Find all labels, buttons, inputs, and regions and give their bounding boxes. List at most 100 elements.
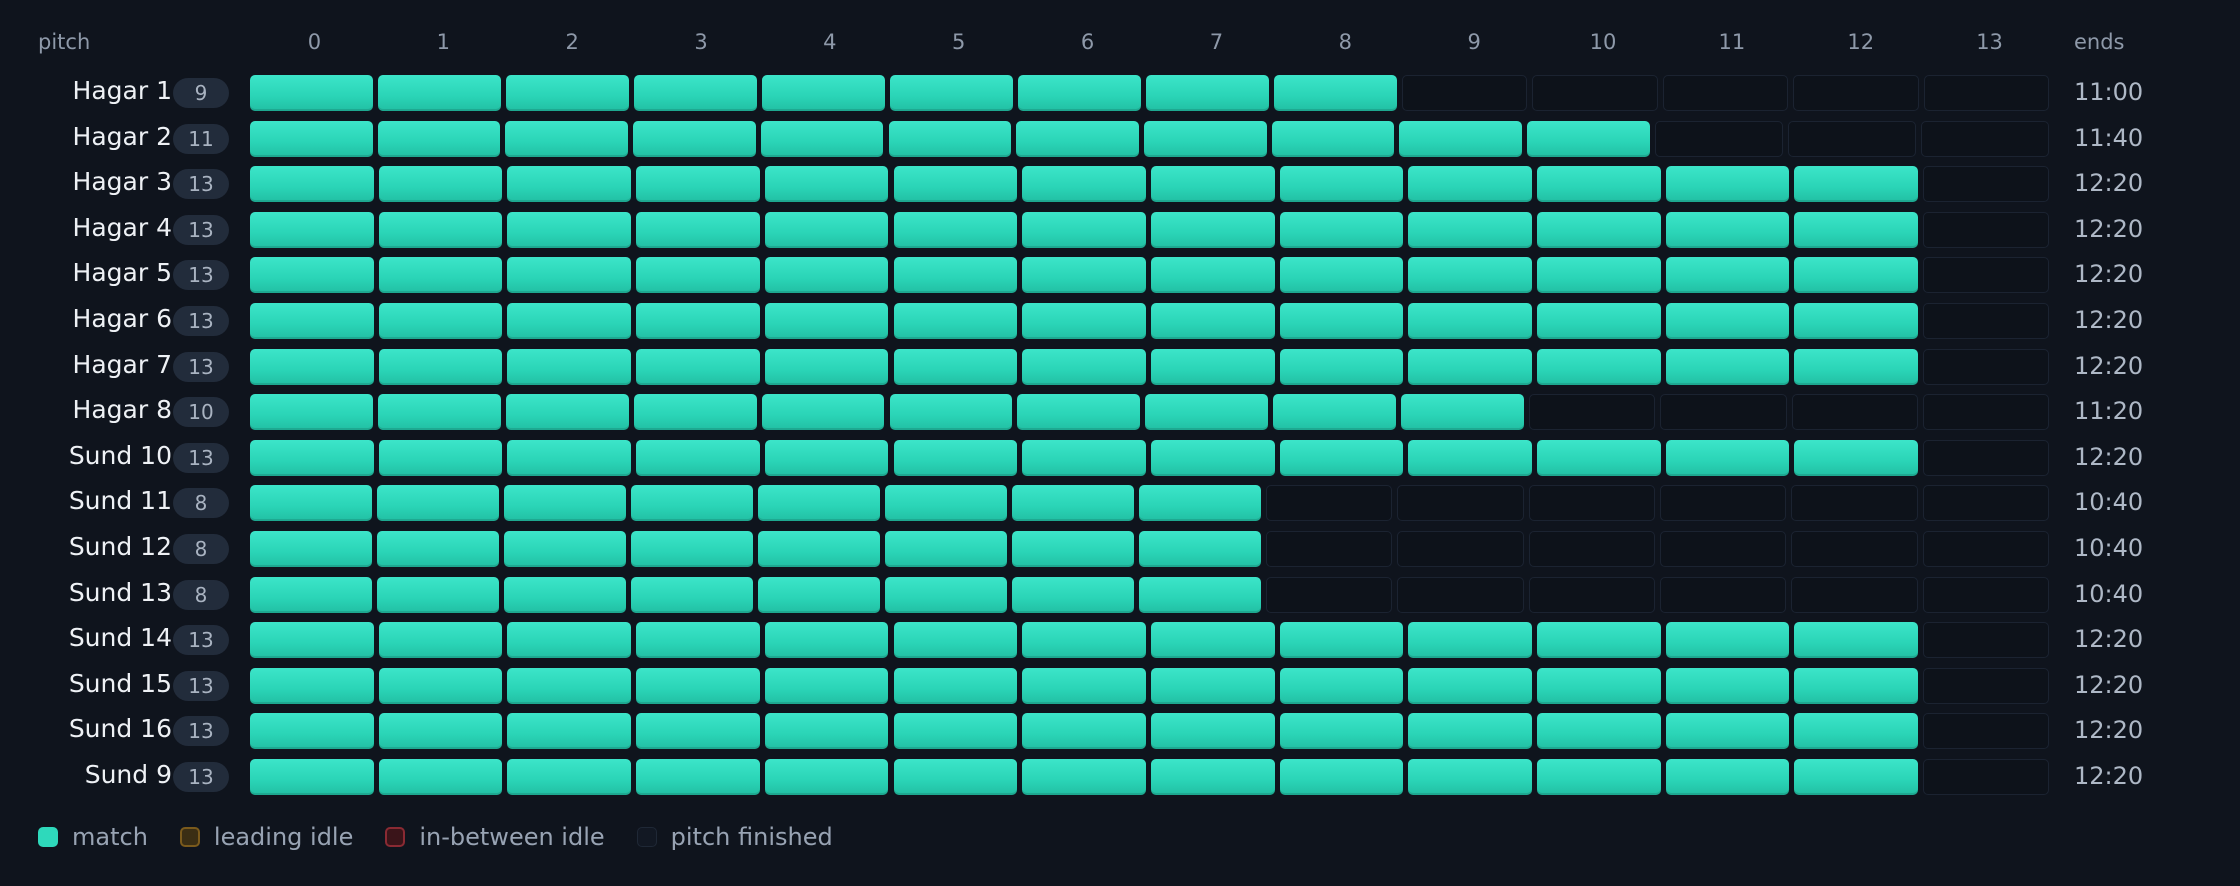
match-cell[interactable] xyxy=(507,211,632,248)
match-cell[interactable] xyxy=(250,622,374,659)
match-cell[interactable] xyxy=(1018,75,1141,111)
match-cell[interactable] xyxy=(636,713,760,750)
match-cell[interactable] xyxy=(1794,667,1919,704)
match-cell[interactable] xyxy=(888,120,1012,157)
match-cell[interactable] xyxy=(1794,166,1919,203)
match-cell[interactable] xyxy=(1150,166,1275,203)
match-cell[interactable] xyxy=(636,257,760,294)
match-cell[interactable] xyxy=(377,576,499,613)
match-cell[interactable] xyxy=(1279,667,1404,704)
match-cell[interactable] xyxy=(250,348,374,385)
match-cell[interactable] xyxy=(377,531,499,567)
match-cell[interactable] xyxy=(893,667,1018,704)
match-cell[interactable] xyxy=(1401,394,1524,431)
match-cell[interactable] xyxy=(1139,576,1261,613)
match-cell[interactable] xyxy=(507,257,632,294)
match-cell[interactable] xyxy=(507,667,632,704)
match-cell[interactable] xyxy=(1279,759,1404,795)
match-cell[interactable] xyxy=(764,257,889,294)
match-cell[interactable] xyxy=(1537,166,1661,203)
match-cell[interactable] xyxy=(885,576,1007,613)
match-cell[interactable] xyxy=(378,75,501,111)
match-cell[interactable] xyxy=(250,303,374,339)
match-cell[interactable] xyxy=(250,667,374,704)
match-cell[interactable] xyxy=(1279,303,1404,339)
match-cell[interactable] xyxy=(1665,439,1790,476)
match-cell[interactable] xyxy=(1022,166,1146,203)
match-cell[interactable] xyxy=(1279,257,1404,294)
match-cell[interactable] xyxy=(1665,667,1790,704)
match-cell[interactable] xyxy=(633,394,757,431)
match-cell[interactable] xyxy=(1022,713,1146,750)
match-cell[interactable] xyxy=(1408,439,1532,476)
match-cell[interactable] xyxy=(378,439,503,476)
match-cell[interactable] xyxy=(1022,348,1146,385)
match-cell[interactable] xyxy=(890,75,1013,111)
match-cell[interactable] xyxy=(506,75,629,111)
match-cell[interactable] xyxy=(1150,257,1275,294)
match-cell[interactable] xyxy=(1012,531,1134,567)
match-cell[interactable] xyxy=(1279,166,1404,203)
match-cell[interactable] xyxy=(1665,257,1790,294)
match-cell[interactable] xyxy=(636,759,760,795)
match-cell[interactable] xyxy=(889,394,1013,431)
match-cell[interactable] xyxy=(893,713,1018,750)
match-cell[interactable] xyxy=(1537,257,1661,294)
match-cell[interactable] xyxy=(1271,120,1395,157)
match-cell[interactable] xyxy=(1794,211,1919,248)
match-cell[interactable] xyxy=(631,485,753,522)
match-cell[interactable] xyxy=(1139,485,1261,522)
match-cell[interactable] xyxy=(758,531,880,567)
match-cell[interactable] xyxy=(1150,348,1275,385)
match-cell[interactable] xyxy=(378,713,503,750)
match-cell[interactable] xyxy=(1794,257,1919,294)
match-cell[interactable] xyxy=(1017,394,1141,431)
match-cell[interactable] xyxy=(250,759,374,795)
match-cell[interactable] xyxy=(1665,713,1790,750)
match-cell[interactable] xyxy=(636,439,760,476)
match-cell[interactable] xyxy=(1012,576,1134,613)
match-cell[interactable] xyxy=(764,622,889,659)
match-cell[interactable] xyxy=(377,120,501,157)
match-cell[interactable] xyxy=(1537,303,1661,339)
match-cell[interactable] xyxy=(636,211,760,248)
match-cell[interactable] xyxy=(250,713,374,750)
match-cell[interactable] xyxy=(250,211,374,248)
match-cell[interactable] xyxy=(1794,439,1919,476)
match-cell[interactable] xyxy=(1537,713,1661,750)
match-cell[interactable] xyxy=(1022,303,1146,339)
match-cell[interactable] xyxy=(1022,667,1146,704)
match-cell[interactable] xyxy=(1408,211,1532,248)
match-cell[interactable] xyxy=(893,211,1018,248)
match-cell[interactable] xyxy=(1408,348,1532,385)
match-cell[interactable] xyxy=(636,303,760,339)
match-cell[interactable] xyxy=(507,759,632,795)
match-cell[interactable] xyxy=(893,348,1018,385)
match-cell[interactable] xyxy=(764,166,889,203)
match-cell[interactable] xyxy=(250,531,372,567)
match-cell[interactable] xyxy=(507,622,632,659)
match-cell[interactable] xyxy=(1537,348,1661,385)
match-cell[interactable] xyxy=(1016,120,1139,157)
match-cell[interactable] xyxy=(378,303,503,339)
match-cell[interactable] xyxy=(1408,257,1532,294)
match-cell[interactable] xyxy=(1150,211,1275,248)
match-cell[interactable] xyxy=(1279,713,1404,750)
match-cell[interactable] xyxy=(885,531,1007,567)
match-cell[interactable] xyxy=(378,257,503,294)
match-cell[interactable] xyxy=(764,759,889,795)
match-cell[interactable] xyxy=(378,667,503,704)
match-cell[interactable] xyxy=(377,485,499,522)
match-cell[interactable] xyxy=(250,439,374,476)
match-cell[interactable] xyxy=(760,120,884,157)
match-cell[interactable] xyxy=(1022,211,1146,248)
match-cell[interactable] xyxy=(1665,622,1790,659)
match-cell[interactable] xyxy=(1665,348,1790,385)
match-cell[interactable] xyxy=(250,394,373,431)
match-cell[interactable] xyxy=(1273,394,1397,431)
match-cell[interactable] xyxy=(507,166,632,203)
match-cell[interactable] xyxy=(1022,439,1146,476)
match-cell[interactable] xyxy=(1143,120,1267,157)
match-cell[interactable] xyxy=(1537,759,1661,795)
match-cell[interactable] xyxy=(1794,348,1919,385)
